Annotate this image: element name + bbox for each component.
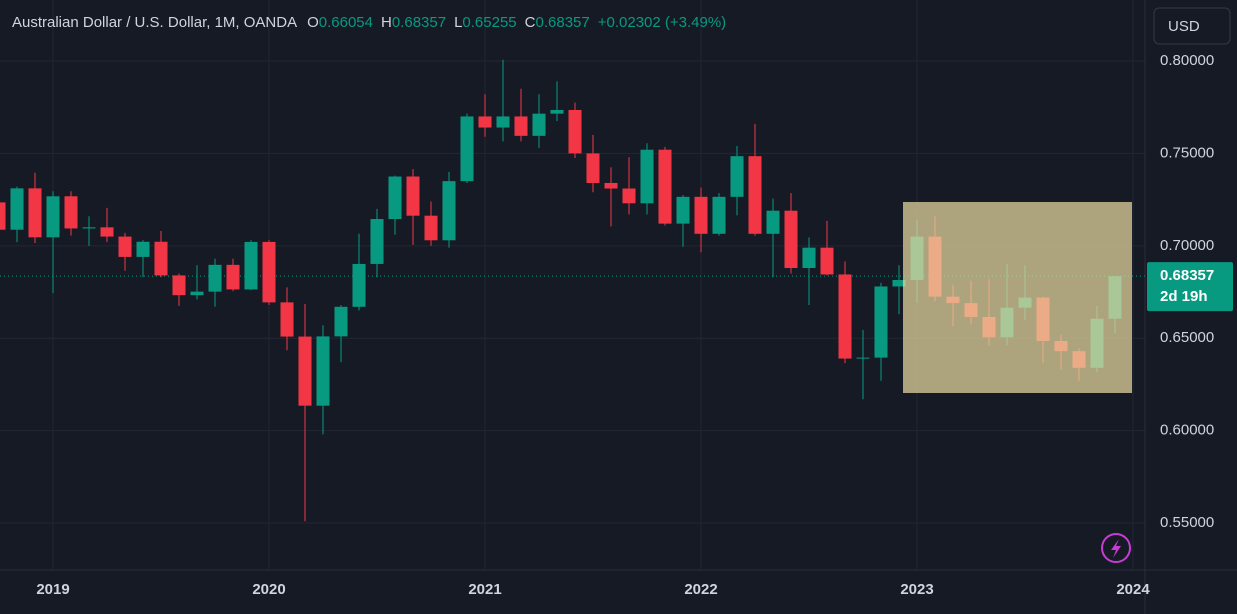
currency-button[interactable]	[1153, 7, 1231, 45]
candle-body	[640, 149, 654, 204]
x-tick-label: 2023	[900, 581, 933, 598]
candle-body	[568, 109, 582, 154]
y-tick-label: 0.55000	[1160, 514, 1214, 531]
y-tick-label: 0.65000	[1160, 329, 1214, 346]
ohlc-label: L	[454, 14, 463, 31]
lightning-bolt	[1111, 539, 1121, 558]
candle-body	[388, 176, 402, 220]
candle-body	[208, 264, 222, 292]
ohlc-label: C	[524, 14, 536, 31]
candle-body	[334, 306, 348, 337]
candle-body	[460, 116, 474, 182]
candle-body	[280, 302, 294, 337]
candle-body	[586, 153, 600, 183]
ohlc-label: H	[381, 14, 392, 31]
ohlc-value: 0.66054	[318, 14, 373, 31]
candle-body	[244, 241, 258, 290]
x-tick-label: 2020	[252, 581, 285, 598]
y-tick-label: 0.70000	[1160, 237, 1214, 254]
highlight-box	[903, 202, 1132, 393]
candle-body	[172, 275, 186, 296]
x-tick-label: 2022	[684, 581, 717, 598]
change-label: +0.02302 (+3.49%)	[597, 14, 727, 31]
candle-body	[154, 241, 168, 276]
candle-body	[82, 227, 96, 229]
ohlc-value: 0.68357	[391, 14, 447, 31]
candle-body	[100, 227, 114, 237]
candle-body	[784, 210, 798, 268]
x-tick-label: 2021	[468, 581, 501, 598]
candle-body	[0, 202, 6, 230]
candle-body	[658, 149, 672, 224]
legend-header: Australian Dollar / U.S. Dollar, 1M, OAN…	[12, 14, 734, 31]
candle-body	[532, 113, 546, 136]
price-label-box	[1147, 262, 1233, 312]
candle-body	[136, 241, 150, 257]
price-label: 0.68357	[1160, 267, 1214, 284]
candle-body	[298, 336, 312, 406]
candle-body	[514, 116, 528, 136]
candle-body	[316, 336, 330, 406]
candle-body	[694, 196, 708, 234]
candle-body	[820, 247, 834, 275]
candle-body	[604, 182, 618, 189]
candle-body	[424, 215, 438, 241]
candle-body	[892, 280, 906, 287]
candle-body	[10, 188, 24, 230]
candle-body	[766, 210, 780, 234]
candle-body	[190, 291, 204, 296]
candle-body	[730, 156, 744, 197]
candle-body	[478, 116, 492, 128]
currency-label[interactable]: USD	[1168, 18, 1200, 35]
candle-body	[802, 247, 816, 268]
candle-body	[712, 196, 726, 234]
candle-body	[856, 357, 870, 359]
x-tick-label: 2019	[36, 581, 69, 598]
candle-body	[622, 188, 636, 204]
candle-body	[28, 188, 42, 238]
lightning-icon[interactable]	[1101, 533, 1131, 563]
candle-body	[550, 109, 564, 114]
y-tick-label: 0.80000	[1160, 52, 1214, 69]
ohlc-label: O	[307, 14, 319, 31]
candle-body	[676, 196, 690, 224]
candle-body	[838, 274, 852, 359]
candle-body	[442, 181, 456, 241]
candle-body	[226, 264, 240, 290]
candle-body	[370, 219, 384, 264]
candle-body	[748, 156, 762, 234]
y-tick-label: 0.60000	[1160, 422, 1214, 439]
countdown-label: 2d 19h	[1160, 288, 1208, 305]
candle-body	[118, 236, 132, 257]
candle-body	[46, 196, 60, 238]
y-tick-label: 0.75000	[1160, 144, 1214, 161]
symbol-title: Australian Dollar / U.S. Dollar, 1M, OAN…	[12, 14, 298, 31]
candle-body	[406, 176, 420, 216]
x-tick-label: 2024	[1116, 581, 1150, 598]
candle-body	[262, 241, 276, 303]
ohlc-value: 0.68357	[535, 14, 590, 31]
candle-body	[874, 286, 888, 358]
ohlc-value: 0.65255	[462, 14, 517, 31]
candle-body	[496, 116, 510, 128]
candle-body	[64, 196, 78, 229]
candle-body	[352, 263, 366, 307]
